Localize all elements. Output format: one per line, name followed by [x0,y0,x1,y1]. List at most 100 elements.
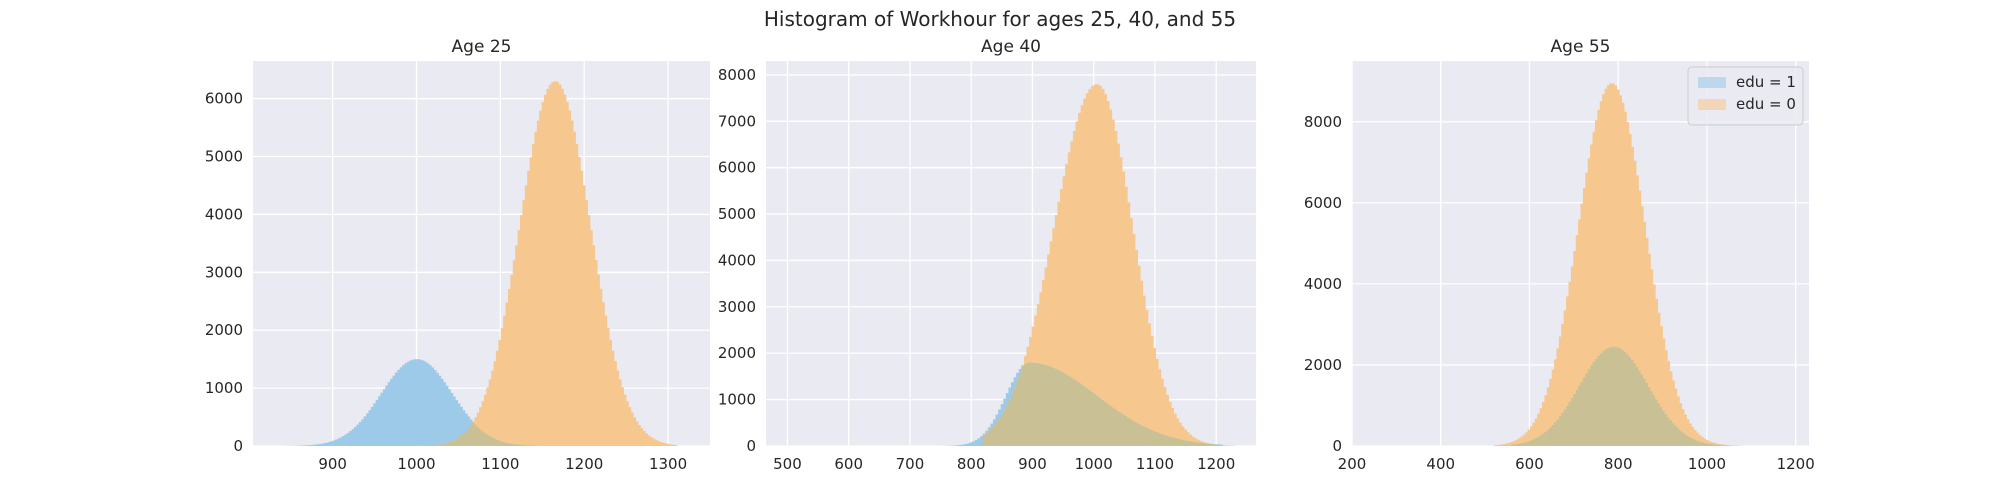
bar-overlap [1546,429,1550,446]
bar-edu1 [414,359,418,446]
bar-overlap [1173,437,1177,446]
bar-edu0 [1049,241,1053,367]
bar-edu1 [392,375,396,446]
bar-edu0 [625,401,629,446]
bar-edu0 [599,288,603,446]
bar-overlap [1065,374,1069,446]
bar-overlap [1688,437,1692,446]
bar-edu0 [640,428,644,446]
bar-edu1 [1217,444,1221,445]
bar-edu0 [1496,444,1500,446]
bar-edu1 [341,436,345,446]
bar-overlap [1145,427,1149,446]
bar-edu0 [1522,434,1526,443]
bar-edu0 [1070,141,1074,378]
bar-edu0 [1671,380,1675,424]
bar-overlap [522,445,526,446]
bar-overlap [1163,434,1167,446]
bar-edu0 [1659,326,1663,407]
bar-overlap [1201,442,1206,446]
bar-edu1 [358,421,362,446]
bar-overlap [527,445,531,446]
bar-edu1 [426,363,430,446]
bar-overlap [426,445,430,446]
bar-edu0 [1662,338,1666,411]
bar-overlap [1715,444,1719,446]
bar-edu0 [645,433,649,446]
bar-overlap [1054,368,1059,446]
bar-overlap [1652,395,1656,446]
bar-edu0 [1688,423,1692,438]
bar-overlap [1067,375,1071,446]
bar-edu1 [397,369,401,446]
bar-edu0 [1542,401,1546,434]
bar-overlap [1078,382,1082,446]
bar-overlap [1212,444,1216,446]
bar-edu0 [1715,443,1719,445]
histogram-bars [936,84,1236,446]
bar-edu0 [517,230,521,445]
bar-edu0 [1155,358,1159,433]
y-tick-label: 2000 [1304,356,1342,374]
bar-overlap [1664,414,1668,446]
bar-overlap [1556,419,1560,446]
bar-overlap [990,428,994,446]
bar-overlap [505,442,509,446]
bar-edu1 [428,365,432,446]
bar-edu0 [1606,85,1610,349]
bar-edu0 [1041,279,1046,365]
bar-edu1 [980,436,984,446]
bar-edu1 [334,439,338,446]
bar-edu1 [339,437,343,446]
bar-overlap [493,438,497,446]
bar-overlap [1026,362,1030,446]
bar-edu0 [1127,202,1131,418]
bar-overlap [1186,440,1190,446]
bar-edu0 [659,442,663,446]
bar-edu0 [495,350,499,440]
bar-edu1 [457,403,461,438]
bar-edu1 [351,429,355,446]
bar-edu1 [1018,368,1022,374]
bar-edu1 [1219,444,1224,446]
bar-overlap [1674,425,1678,446]
bar-edu1 [382,389,386,446]
panels: 900 1000 1100 1200 1300010002000300040005000… [205,37,1815,473]
bar-edu0 [1498,444,1502,446]
bar-edu0 [522,200,526,446]
bar-overlap [1575,389,1579,446]
bar-edu0 [669,444,673,446]
axes-background [766,61,1256,446]
bar-edu1 [443,382,447,444]
bar-overlap [1662,410,1666,446]
x-tick-label: 1200 [1777,455,1815,473]
panel-title: Age 25 [452,37,512,57]
bar-edu0 [1101,88,1105,400]
y-tick-label: 4000 [718,251,756,269]
bar-overlap [445,442,449,446]
bar-edu0 [493,361,497,439]
bar-overlap [500,441,504,446]
bar-overlap [1088,390,1092,446]
bar-overlap [1029,362,1033,446]
bar-overlap [510,443,514,446]
bar-edu1 [356,424,360,446]
bar-overlap [1011,394,1015,446]
bar-edu0 [601,302,605,446]
bar-overlap [1139,424,1144,446]
bar-overlap [995,422,999,446]
bar-edu1 [329,441,333,446]
bar-overlap [467,428,471,446]
bar-edu0 [1044,267,1048,365]
bar-overlap [1551,424,1555,446]
bar-overlap [1000,414,1004,446]
bar-overlap [1667,417,1671,446]
bar-overlap [469,425,473,446]
bar-overlap [1522,442,1526,446]
bar-edu0 [1691,426,1695,439]
bar-edu0 [1532,422,1536,440]
bar-overlap [1008,399,1012,446]
bar-edu0 [1614,85,1618,347]
bar-overlap [1561,412,1565,446]
bar-edu0 [1072,130,1077,380]
